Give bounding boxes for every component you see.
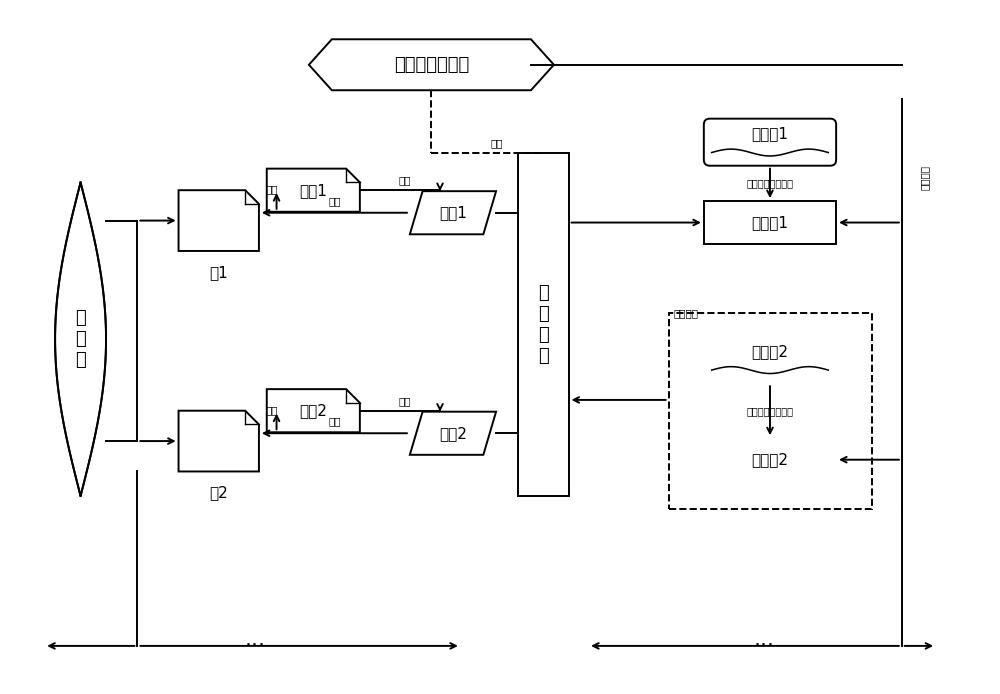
Text: 实体: 实体 <box>399 396 411 406</box>
Text: 调用: 调用 <box>491 138 503 148</box>
Bar <box>518 153 569 496</box>
Bar <box>704 201 836 244</box>
Text: 存入: 存入 <box>328 416 341 427</box>
Text: 数据类2: 数据类2 <box>751 452 788 467</box>
Polygon shape <box>179 190 259 251</box>
Text: 数据源1: 数据源1 <box>751 126 788 141</box>
Polygon shape <box>55 183 106 496</box>
Text: 存入: 存入 <box>328 196 341 206</box>
Text: 对象2: 对象2 <box>439 425 467 441</box>
Polygon shape <box>267 389 360 432</box>
Text: 表类2: 表类2 <box>299 403 327 418</box>
Text: 实际调用: 实际调用 <box>673 307 698 318</box>
Text: 数据源2: 数据源2 <box>751 344 788 359</box>
Polygon shape <box>267 169 360 212</box>
Text: 实现接口: 实现接口 <box>919 165 929 190</box>
FancyBboxPatch shape <box>704 119 836 166</box>
Text: 数据控制虚拟类: 数据控制虚拟类 <box>394 56 469 74</box>
Text: 数
据
库: 数 据 库 <box>75 310 86 369</box>
Polygon shape <box>179 411 259 471</box>
Text: 根据数据决定实体: 根据数据决定实体 <box>746 178 793 188</box>
Text: 表2: 表2 <box>209 486 228 500</box>
Bar <box>704 438 836 481</box>
Text: ···: ··· <box>244 636 266 656</box>
Text: 数据类1: 数据类1 <box>751 215 788 230</box>
Text: 对象1: 对象1 <box>439 205 467 220</box>
Polygon shape <box>410 191 496 235</box>
Text: 对应: 对应 <box>265 184 278 194</box>
Text: 表类1: 表类1 <box>299 183 327 198</box>
Text: 实体: 实体 <box>399 176 411 185</box>
Bar <box>669 313 872 509</box>
Text: ···: ··· <box>754 636 775 656</box>
Polygon shape <box>410 412 496 455</box>
Text: 表1: 表1 <box>209 265 228 280</box>
FancyBboxPatch shape <box>704 336 836 383</box>
Text: 根据数据决定实体: 根据数据决定实体 <box>746 406 793 416</box>
Polygon shape <box>309 40 554 90</box>
Text: 对应: 对应 <box>265 405 278 415</box>
Text: 控
制
模
块: 控 制 模 块 <box>538 285 548 364</box>
